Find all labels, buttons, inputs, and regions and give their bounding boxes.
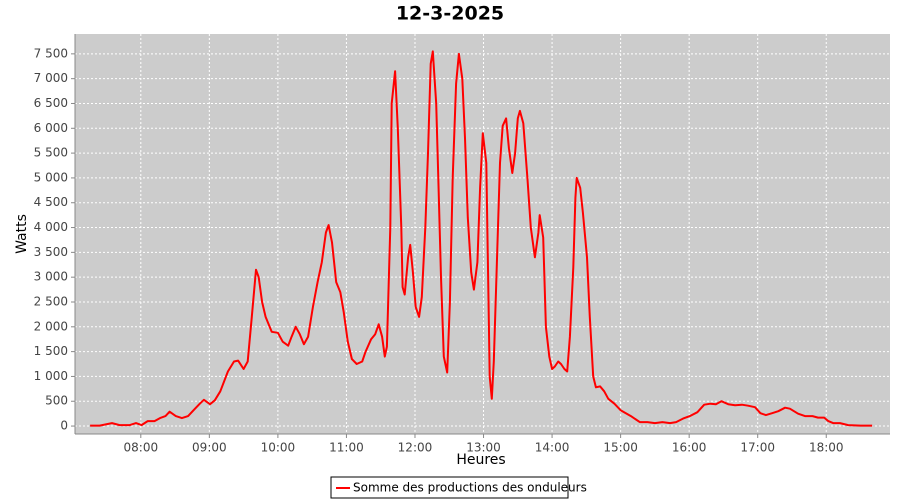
x-tick-label: 15:00 <box>603 441 638 455</box>
y-tick-label: 0 <box>60 419 68 433</box>
y-tick-label: 2 000 <box>34 319 68 333</box>
legend <box>330 476 569 499</box>
x-tick-label: 18:00 <box>809 441 844 455</box>
x-tick-label: 17:00 <box>740 441 775 455</box>
y-tick-label: 1 000 <box>34 369 68 383</box>
series-line <box>90 50 873 427</box>
y-tick-label: 5 500 <box>34 146 68 160</box>
x-tick-label: 08:00 <box>124 441 159 455</box>
plot-area <box>75 34 890 434</box>
legend-label: Somme des productions des onduleurs <box>353 481 587 495</box>
y-tick-label: 3 000 <box>34 270 68 284</box>
x-tick-label: 11:00 <box>329 441 364 455</box>
x-tick-label: 13:00 <box>466 441 501 455</box>
x-tick-label: 16:00 <box>672 441 707 455</box>
y-tick-label: 7 500 <box>34 46 68 60</box>
y-tick-label: 4 000 <box>34 220 68 234</box>
y-tick-label: 5 000 <box>34 170 68 184</box>
y-tick-label: 7 000 <box>34 71 68 85</box>
y-tick-label: 500 <box>45 394 68 408</box>
y-tick-label: 6 000 <box>34 121 68 135</box>
x-tick-label: 12:00 <box>398 441 433 455</box>
x-tick-label: 14:00 <box>535 441 570 455</box>
y-tick-label: 1 500 <box>34 344 68 358</box>
y-axis-label: Watts <box>14 214 30 254</box>
y-tick-label: 2 500 <box>34 294 68 308</box>
x-axis-label: Heures <box>456 452 505 468</box>
y-tick-label: 4 500 <box>34 195 68 209</box>
y-tick-label: 6 500 <box>34 96 68 110</box>
chart-title: 12-3-2025 <box>396 3 504 25</box>
x-tick-label: 09:00 <box>192 441 227 455</box>
y-tick-label: 3 500 <box>34 245 68 259</box>
x-tick-label: 10:00 <box>261 441 296 455</box>
